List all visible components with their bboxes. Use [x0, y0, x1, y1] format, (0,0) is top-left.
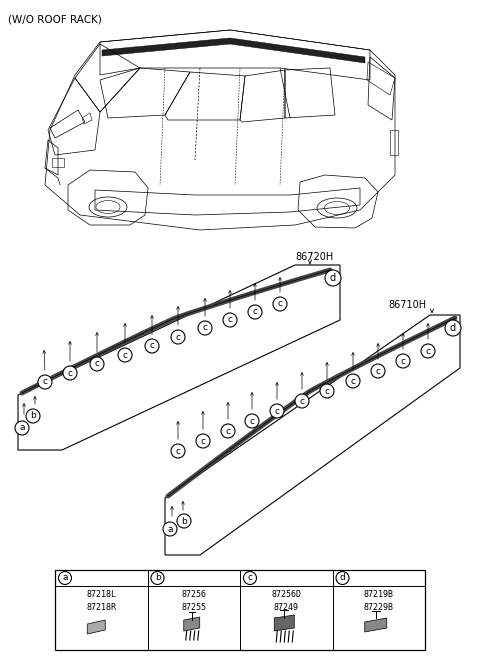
Text: c: c	[176, 332, 180, 342]
Text: 86720H: 86720H	[295, 252, 333, 262]
Circle shape	[248, 305, 262, 319]
Text: c: c	[95, 359, 99, 369]
Text: c: c	[300, 397, 304, 405]
Circle shape	[273, 297, 287, 311]
Circle shape	[198, 321, 212, 335]
Circle shape	[59, 572, 72, 585]
Polygon shape	[184, 617, 200, 631]
Circle shape	[163, 522, 177, 536]
Circle shape	[421, 344, 435, 358]
Text: c: c	[176, 447, 180, 455]
Text: c: c	[122, 350, 128, 359]
Circle shape	[26, 409, 40, 423]
Circle shape	[336, 572, 349, 585]
Text: a: a	[62, 574, 68, 583]
Text: c: c	[203, 323, 207, 332]
Text: (W/O ROOF RACK): (W/O ROOF RACK)	[8, 14, 102, 24]
Text: d: d	[450, 323, 456, 333]
Circle shape	[171, 330, 185, 344]
Text: c: c	[250, 417, 254, 426]
Bar	[390, 130, 398, 155]
Circle shape	[445, 320, 461, 336]
Text: 87218L
87218R: 87218L 87218R	[86, 590, 116, 612]
Text: c: c	[226, 426, 230, 436]
Circle shape	[243, 572, 256, 585]
Text: b: b	[181, 516, 187, 526]
Text: 87256
87255: 87256 87255	[181, 590, 206, 612]
Bar	[52, 158, 64, 167]
Polygon shape	[87, 620, 105, 634]
Circle shape	[118, 348, 132, 362]
Text: c: c	[43, 378, 48, 386]
Text: c: c	[248, 574, 252, 583]
Text: a: a	[19, 424, 25, 432]
Circle shape	[223, 313, 237, 327]
Text: c: c	[201, 436, 205, 445]
Circle shape	[63, 366, 77, 380]
Text: c: c	[400, 357, 406, 365]
Circle shape	[151, 572, 164, 585]
Circle shape	[145, 339, 159, 353]
Text: c: c	[68, 369, 72, 378]
Circle shape	[177, 514, 191, 528]
Circle shape	[245, 414, 259, 428]
Text: c: c	[425, 346, 431, 355]
Text: c: c	[275, 407, 279, 415]
Text: c: c	[149, 342, 155, 350]
Polygon shape	[274, 615, 294, 631]
Circle shape	[270, 404, 284, 418]
Text: c: c	[350, 376, 356, 386]
Polygon shape	[365, 618, 387, 632]
Circle shape	[396, 354, 410, 368]
Circle shape	[295, 394, 309, 408]
Circle shape	[221, 424, 235, 438]
Polygon shape	[102, 38, 365, 63]
Bar	[55, 570, 425, 650]
Circle shape	[90, 357, 104, 371]
Text: c: c	[228, 315, 232, 325]
Circle shape	[320, 384, 334, 398]
Text: c: c	[375, 367, 381, 376]
Text: d: d	[340, 574, 346, 583]
Text: b: b	[155, 574, 160, 583]
Text: c: c	[324, 386, 329, 396]
Circle shape	[38, 375, 52, 389]
Circle shape	[325, 270, 341, 286]
Text: 87256D
87249: 87256D 87249	[271, 590, 301, 612]
Circle shape	[346, 374, 360, 388]
Text: 87219B
87229B: 87219B 87229B	[364, 590, 394, 612]
Text: c: c	[252, 307, 257, 317]
Text: 86710H: 86710H	[388, 300, 426, 310]
Text: c: c	[277, 300, 283, 309]
Text: d: d	[330, 273, 336, 283]
Circle shape	[196, 434, 210, 448]
Circle shape	[371, 364, 385, 378]
Text: a: a	[167, 524, 173, 533]
Circle shape	[15, 421, 29, 435]
Text: b: b	[30, 411, 36, 420]
Circle shape	[171, 444, 185, 458]
